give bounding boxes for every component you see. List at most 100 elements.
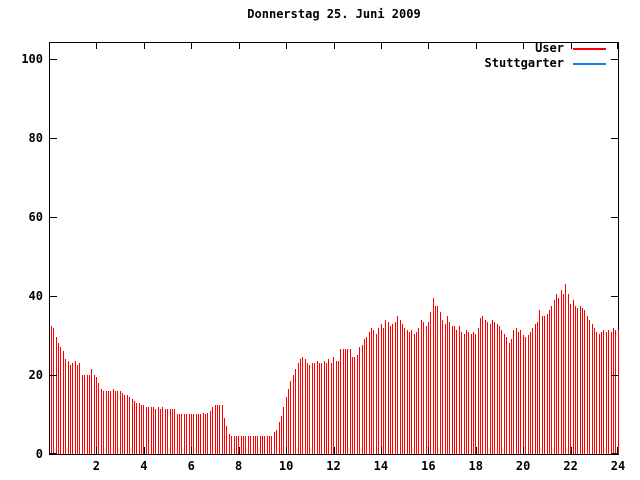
impulse-bar bbox=[392, 324, 393, 454]
x-tick-label: 16 bbox=[421, 459, 436, 473]
impulse-bar bbox=[314, 363, 315, 454]
legend: User Stuttgarter bbox=[485, 41, 606, 71]
y-tick-mark bbox=[611, 296, 618, 297]
x-tick-mark bbox=[334, 43, 335, 49]
impulse-bar bbox=[497, 324, 498, 454]
impulse-bar bbox=[426, 326, 427, 454]
impulse-bar bbox=[136, 403, 137, 454]
impulse-bar bbox=[89, 375, 90, 454]
impulse-bar bbox=[606, 332, 607, 454]
impulse-bar bbox=[400, 320, 401, 454]
x-tick-mark bbox=[286, 447, 287, 454]
impulse-bar bbox=[162, 407, 163, 454]
impulse-bar bbox=[295, 369, 296, 454]
x-tick-label: 20 bbox=[515, 459, 531, 473]
impulse-bar bbox=[189, 414, 190, 454]
impulse-bar bbox=[224, 418, 225, 454]
impulse-bar bbox=[72, 363, 73, 454]
impulse-bar bbox=[321, 363, 322, 454]
impulse-bar bbox=[117, 391, 118, 454]
impulse-bar bbox=[51, 326, 52, 454]
y-tick-label: 0 bbox=[35, 447, 43, 461]
impulse-bar bbox=[428, 322, 429, 454]
impulse-bar bbox=[390, 326, 391, 454]
y-tick-label: 80 bbox=[28, 131, 43, 145]
y-tick-mark bbox=[611, 59, 618, 60]
impulse-bar bbox=[276, 430, 277, 454]
impulse-bar bbox=[115, 391, 116, 454]
impulse-bar bbox=[68, 361, 69, 454]
impulse-bar bbox=[184, 414, 185, 454]
x-tick-mark bbox=[239, 447, 240, 454]
impulse-bar bbox=[210, 411, 211, 454]
impulse-bar bbox=[409, 332, 410, 454]
impulse-bar bbox=[530, 332, 531, 454]
impulse-bar bbox=[473, 332, 474, 454]
y-tick-label: 20 bbox=[28, 368, 43, 382]
impulse-bar bbox=[452, 326, 453, 454]
impulse-bar bbox=[219, 405, 220, 454]
impulse-bar bbox=[501, 330, 502, 454]
x-tick-label: 10 bbox=[278, 459, 294, 473]
impulse-bar bbox=[523, 335, 524, 454]
impulse-bar bbox=[103, 391, 104, 454]
impulse-bar bbox=[383, 328, 384, 454]
impulse-bar bbox=[106, 391, 107, 454]
impulse-bar bbox=[468, 332, 469, 454]
impulse-bar bbox=[241, 436, 242, 454]
impulse-bar bbox=[471, 334, 472, 454]
impulse-bar bbox=[378, 328, 379, 454]
impulse-bar bbox=[307, 363, 308, 454]
impulse-bar bbox=[535, 324, 536, 454]
impulse-bar bbox=[558, 298, 559, 454]
impulse-bar bbox=[615, 330, 616, 454]
impulse-bar bbox=[253, 436, 254, 454]
impulse-bar bbox=[333, 357, 334, 454]
impulse-bar bbox=[388, 322, 389, 454]
impulse-bar bbox=[328, 359, 329, 454]
impulse-bar bbox=[573, 300, 574, 454]
impulse-bar bbox=[309, 365, 310, 454]
impulse-bar bbox=[250, 436, 251, 454]
impulse-bar bbox=[340, 349, 341, 454]
impulse-bar bbox=[255, 436, 256, 454]
impulse-bar bbox=[193, 414, 194, 454]
impulse-bar bbox=[490, 324, 491, 454]
impulse-bar bbox=[87, 375, 88, 454]
x-tick-label: 18 bbox=[468, 459, 483, 473]
impulse-bar bbox=[260, 436, 261, 454]
impulse-bar bbox=[94, 375, 95, 454]
impulse-bar bbox=[554, 300, 555, 454]
x-tick-mark bbox=[191, 447, 192, 454]
impulse-bar bbox=[594, 328, 595, 454]
y-tick-mark bbox=[611, 453, 618, 454]
impulse-bar bbox=[101, 389, 102, 454]
impulse-bar bbox=[200, 414, 201, 454]
impulse-bar bbox=[302, 357, 303, 454]
impulse-bar bbox=[482, 316, 483, 454]
impulse-bar bbox=[362, 345, 363, 454]
x-tick-mark bbox=[96, 43, 97, 49]
x-tick-label: 14 bbox=[373, 459, 389, 473]
impulse-bar bbox=[127, 395, 128, 454]
impulse-bar bbox=[98, 383, 99, 454]
impulse-bar bbox=[364, 339, 365, 454]
impulse-bar bbox=[124, 395, 125, 454]
impulse-bar bbox=[264, 436, 265, 454]
impulse-bar bbox=[480, 318, 481, 454]
impulse-bar bbox=[487, 322, 488, 454]
impulse-bar bbox=[544, 316, 545, 454]
impulse-bar bbox=[414, 334, 415, 454]
impulse-bar bbox=[381, 324, 382, 454]
impulse-bar bbox=[146, 407, 147, 454]
impulse-bar bbox=[205, 414, 206, 454]
impulse-bar bbox=[139, 403, 140, 454]
impulse-bar bbox=[56, 337, 57, 454]
x-tick-mark bbox=[617, 447, 618, 454]
impulse-bar bbox=[70, 365, 71, 454]
impulse-bar bbox=[181, 414, 182, 454]
impulse-bar bbox=[547, 314, 548, 454]
x-tick-mark bbox=[381, 43, 382, 49]
impulse-bar bbox=[549, 310, 550, 454]
impulse-bar bbox=[603, 330, 604, 454]
